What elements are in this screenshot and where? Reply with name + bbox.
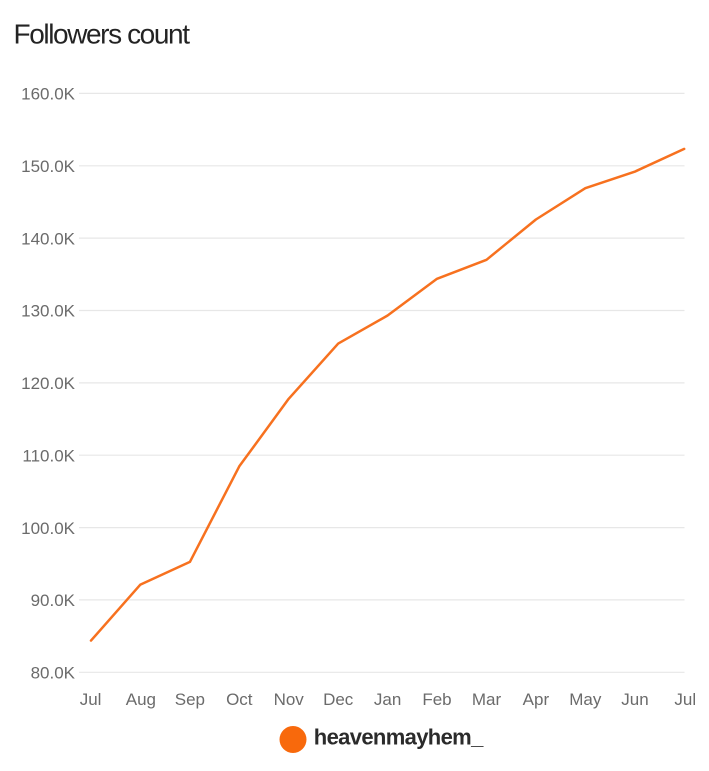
- svg-text:80.0K: 80.0K: [31, 664, 76, 683]
- svg-text:140.0K: 140.0K: [21, 229, 76, 248]
- svg-text:130.0K: 130.0K: [21, 302, 76, 321]
- svg-text:Jul: Jul: [674, 690, 696, 709]
- svg-text:heavenmayhem_: heavenmayhem_: [314, 725, 484, 750]
- svg-text:Followers count: Followers count: [14, 19, 191, 50]
- svg-text:Jul: Jul: [80, 690, 102, 709]
- svg-text:Oct: Oct: [226, 690, 253, 709]
- svg-text:Jun: Jun: [621, 690, 648, 709]
- svg-text:Feb: Feb: [422, 690, 451, 709]
- svg-text:150.0K: 150.0K: [21, 157, 76, 176]
- svg-text:Apr: Apr: [523, 690, 550, 709]
- svg-text:May: May: [569, 690, 602, 709]
- svg-text:120.0K: 120.0K: [21, 374, 76, 393]
- svg-text:Aug: Aug: [126, 690, 156, 709]
- svg-text:Nov: Nov: [274, 690, 305, 709]
- svg-text:Dec: Dec: [323, 690, 354, 709]
- svg-text:90.0K: 90.0K: [31, 591, 76, 610]
- svg-text:Sep: Sep: [175, 690, 205, 709]
- svg-text:110.0K: 110.0K: [22, 446, 75, 465]
- svg-text:Jan: Jan: [374, 690, 401, 709]
- svg-text:Mar: Mar: [472, 690, 502, 709]
- svg-text:160.0K: 160.0K: [21, 85, 76, 104]
- svg-text:100.0K: 100.0K: [21, 519, 76, 538]
